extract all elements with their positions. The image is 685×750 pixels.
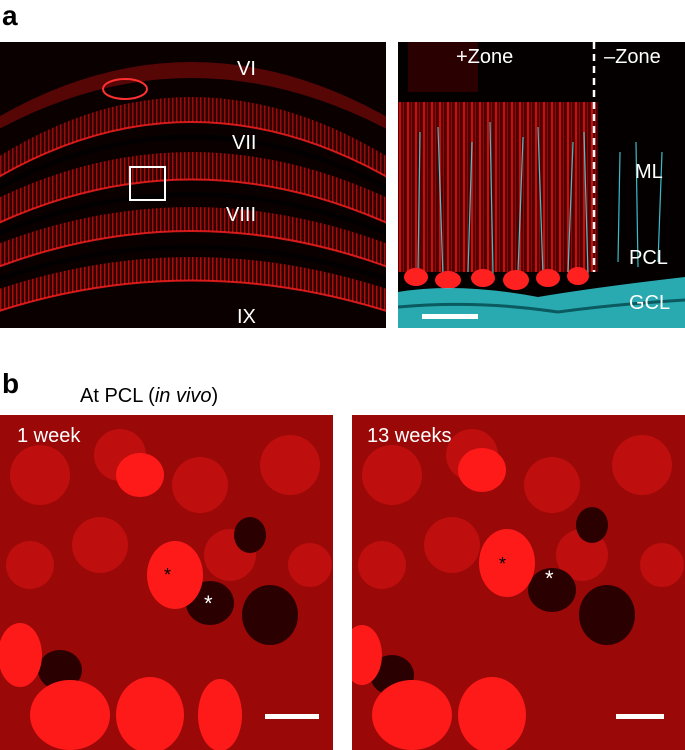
scale-bar [265,714,319,719]
scale-bar [616,714,664,719]
layer-label-pcl: PCL [629,247,668,269]
pcl-in-vivo-13-weeks-image: 13 weeks * * [352,415,685,750]
timepoint-label-1-week: 1 week [17,425,81,447]
layer-label-ml: ML [635,161,663,183]
cerebellum-overview-drawing [0,42,386,328]
zone-boundary-image: +Zone –Zone ML PCL GCL [398,42,685,328]
roi-box [129,166,166,201]
lobule-label-vi: VI [237,58,256,80]
panel-a-letter: a [2,0,18,31]
lobule-label-ix: IX [237,306,256,328]
panel-b-letter: b [2,368,20,399]
panel-b-caption: At PCL (in vivo) [80,385,219,407]
lobule-label-viii: VIII [226,204,257,226]
scale-bar [422,314,478,319]
timepoint-label-13-weeks: 13 weeks [367,425,452,447]
pcl-in-vivo-1-week-image: 1 week * * [0,415,333,750]
cerebellum-overview-image: VI VII VIII IX [0,42,386,328]
zone-boundary-drawing [398,42,685,328]
marker-asterisk-black: * [499,554,507,574]
marker-asterisk-white: * [545,566,554,591]
pcl-1-week-drawing [0,415,333,750]
marker-asterisk-white: * [204,591,213,616]
layer-label-gcl: GCL [629,292,671,314]
minus-zone-label: –Zone [604,46,661,68]
lobule-label-vii: VII [232,132,257,154]
marker-asterisk-black: * [164,565,172,585]
pcl-13-weeks-drawing [352,415,685,750]
plus-zone-label: +Zone [456,46,514,68]
